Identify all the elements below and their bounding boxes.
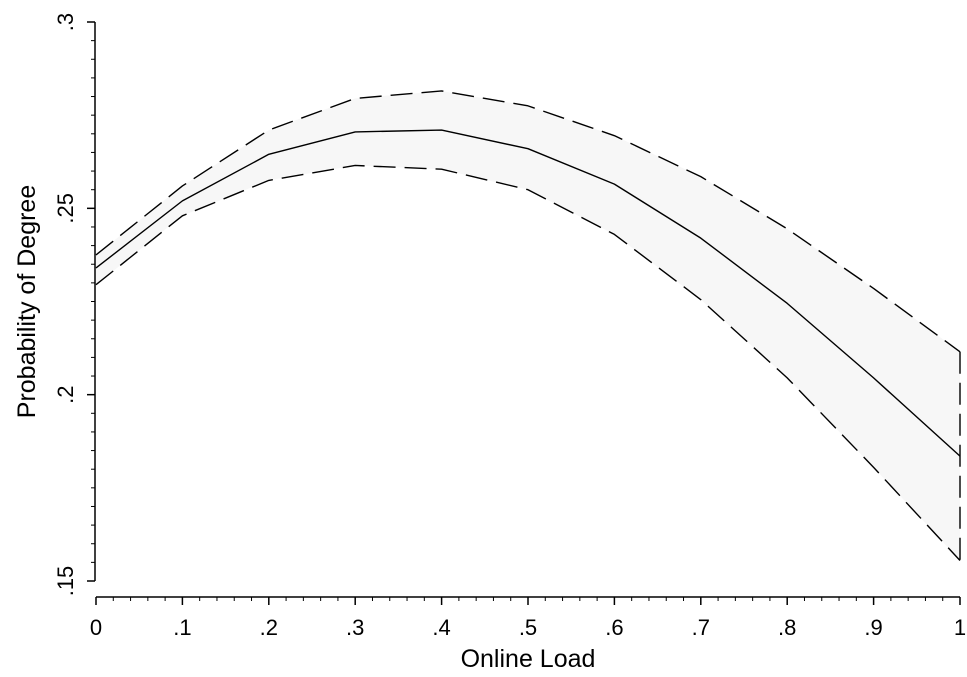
x-tick-label: .6 [605, 615, 623, 640]
x-tick-label: 0 [90, 615, 102, 640]
x-axis-title: Online Load [461, 645, 596, 673]
x-tick-label: .4 [432, 615, 450, 640]
x-tick-label: .5 [519, 615, 537, 640]
y-tick-label: .15 [53, 566, 78, 597]
x-tick-label: .7 [692, 615, 710, 640]
series-line-estimate [95, 129, 961, 457]
x-tick-label: 1 [954, 615, 966, 640]
x-tick-label: .9 [864, 615, 882, 640]
y-axis-title: Probability of Degree [13, 185, 41, 418]
series-layer [95, 90, 961, 561]
y-tick-label: .3 [53, 13, 78, 31]
y-tick-label: .2 [53, 385, 78, 403]
series-line-upper [95, 90, 961, 353]
x-tick-label: .8 [778, 615, 796, 640]
x-tick-label: .1 [173, 615, 191, 640]
confidence-band-layer [96, 90, 960, 561]
x-tick-label: .2 [260, 615, 278, 640]
series-line-lower [95, 164, 961, 561]
y-tick-label: .25 [53, 193, 78, 224]
x-tick-label: .3 [346, 615, 364, 640]
tick-layer: 0 .1 .2 .3 .4 .5 .6 .7 .8 .9 1 .15 .2 .25 .3 [53, 13, 966, 640]
confidence-band [96, 90, 960, 561]
